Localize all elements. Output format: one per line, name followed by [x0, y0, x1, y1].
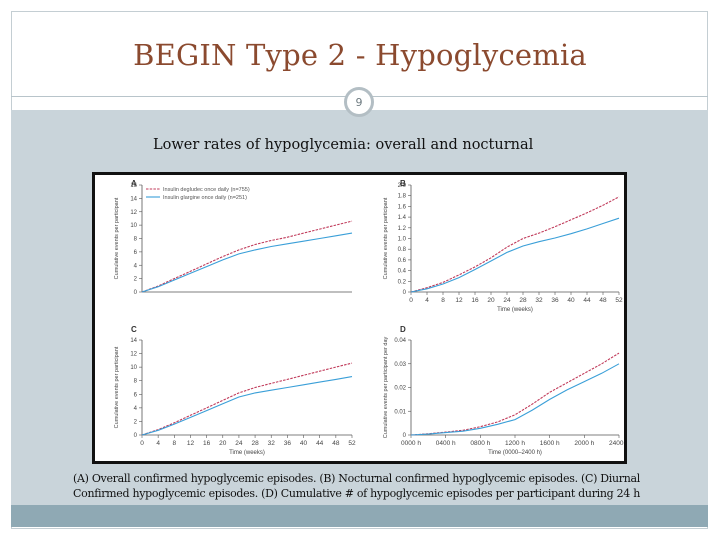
page-number-badge: 9	[344, 87, 374, 117]
panel-letter-d: D	[400, 325, 406, 334]
y-tick-label: 1.6	[398, 204, 407, 210]
y-tick-label: 0.8	[398, 247, 407, 253]
series-line-degludec	[410, 352, 620, 436]
x-tick-label: 8	[441, 297, 445, 304]
x-tick-label: 8	[172, 440, 176, 447]
y-tick-label: 0.01	[394, 409, 406, 415]
footer-band	[11, 505, 708, 527]
y-tick-label: 14	[130, 338, 137, 344]
y-tick-label: 6	[134, 392, 138, 398]
y-tick-label: 2.0	[398, 183, 407, 189]
x-tick-label: 52	[615, 297, 623, 304]
y-tick-label: 0	[403, 433, 407, 439]
y-tick-label: 0.4	[398, 269, 407, 275]
series-line-glargine	[141, 376, 353, 436]
y-tick-label: 0.6	[398, 258, 407, 264]
x-tick-label: 40	[300, 440, 308, 447]
x-tick-label: 0	[409, 297, 413, 304]
y-axis-label: Cumulative events per participant per da…	[383, 337, 389, 439]
x-tick-label: 1200 h	[505, 440, 525, 447]
x-tick-label: 48	[599, 297, 607, 304]
y-tick-label: 14	[130, 196, 137, 202]
x-tick-label: 48	[332, 440, 340, 447]
x-tick-label: 4	[156, 440, 160, 447]
series-line-degludec	[410, 196, 620, 293]
y-tick-label: 0.02	[394, 386, 406, 392]
x-tick-label: 28	[251, 440, 259, 447]
panel-letter-a: A	[131, 179, 137, 188]
y-tick-label: 0	[134, 433, 138, 439]
y-tick-label: 1.4	[398, 215, 407, 221]
legend-label: Insulin degludec once daily (n=755)	[163, 187, 250, 193]
series-line-glargine	[410, 363, 620, 436]
y-tick-label: 8	[134, 379, 138, 385]
x-tick-label: 44	[316, 440, 324, 447]
legend-label: Insulin glargine once daily (n=251)	[163, 195, 247, 201]
x-tick-label: 0800 h	[470, 440, 490, 447]
x-tick-label: 12	[455, 297, 463, 304]
y-axis-label: Cumulative events per participant	[114, 346, 120, 428]
x-tick-label: 24	[503, 297, 511, 304]
x-tick-label: 2400 h	[609, 440, 624, 447]
x-tick-label: 16	[471, 297, 479, 304]
series-line-degludec	[141, 362, 353, 436]
y-tick-label: 12	[130, 210, 137, 216]
x-tick-label: 4	[425, 297, 429, 304]
series-line-glargine	[141, 232, 353, 293]
x-tick-label: 0	[140, 440, 144, 447]
x-tick-label: 44	[583, 297, 591, 304]
x-tick-label: 36	[551, 297, 559, 304]
x-tick-label: 40	[567, 297, 575, 304]
panel-letter-c: C	[131, 325, 137, 334]
y-axis-label: Cumulative events per participant	[383, 197, 389, 279]
caption-line-2: Confirmed hypoglycemic episodes. (D) Cum…	[73, 487, 640, 500]
y-tick-label: 0.04	[394, 338, 406, 344]
y-tick-label: 4	[134, 263, 138, 269]
x-tick-label: 32	[535, 297, 543, 304]
y-tick-label: 6	[134, 250, 138, 256]
y-tick-label: 2	[134, 277, 138, 283]
x-tick-label: 16	[203, 440, 211, 447]
y-axis-label: Cumulative events per participant	[114, 197, 120, 279]
y-tick-label: 1.2	[398, 226, 407, 232]
y-tick-label: 2	[134, 419, 138, 425]
y-tick-label: 0.03	[394, 362, 406, 368]
y-tick-label: 8	[134, 237, 138, 243]
x-tick-label: 52	[348, 440, 356, 447]
slide-subtitle: Lower rates of hypoglycemia: overall and…	[153, 137, 534, 153]
y-tick-label: 1.8	[398, 194, 407, 200]
series-line-degludec	[141, 220, 353, 293]
x-tick-label: 0000 h	[401, 440, 421, 447]
x-tick-label: 32	[268, 440, 276, 447]
x-tick-label: 0400 h	[436, 440, 456, 447]
x-tick-label: 36	[284, 440, 292, 447]
x-axis-label: Time (weeks)	[229, 450, 265, 456]
x-tick-label: 20	[487, 297, 495, 304]
y-tick-label: 12	[130, 352, 137, 358]
x-tick-label: 2000 h	[574, 440, 594, 447]
x-axis-label: Time (weeks)	[497, 307, 533, 313]
figure-caption: (A) Overall confirmed hypoglycemic episo…	[73, 471, 673, 501]
y-tick-label: 0	[134, 290, 138, 296]
y-tick-label: 10	[130, 223, 137, 229]
y-tick-label: 1.0	[398, 237, 407, 243]
y-tick-label: 10	[130, 365, 137, 371]
x-tick-label: 1600 h	[540, 440, 560, 447]
caption-line-1: (A) Overall confirmed hypoglycemic episo…	[73, 472, 641, 485]
slide-title: BEGIN Type 2 - Hypoglycemia	[133, 38, 587, 72]
y-tick-label: 4	[134, 406, 138, 412]
y-tick-label: 0.2	[398, 279, 407, 285]
x-axis-label: Time (0000–2400 h)	[488, 450, 542, 456]
x-tick-label: 24	[235, 440, 243, 447]
series-line-glargine	[410, 217, 620, 293]
y-tick-label: 0	[403, 290, 407, 296]
x-tick-label: 20	[219, 440, 227, 447]
y-tick-label: 16	[130, 183, 137, 189]
figure-panel: A 0 2 4 6 8 10 12 14 16 Cumulative events per part…	[92, 172, 627, 464]
x-tick-label: 28	[519, 297, 527, 304]
panel-letter-b: B	[400, 179, 406, 188]
x-tick-label: 12	[187, 440, 195, 447]
